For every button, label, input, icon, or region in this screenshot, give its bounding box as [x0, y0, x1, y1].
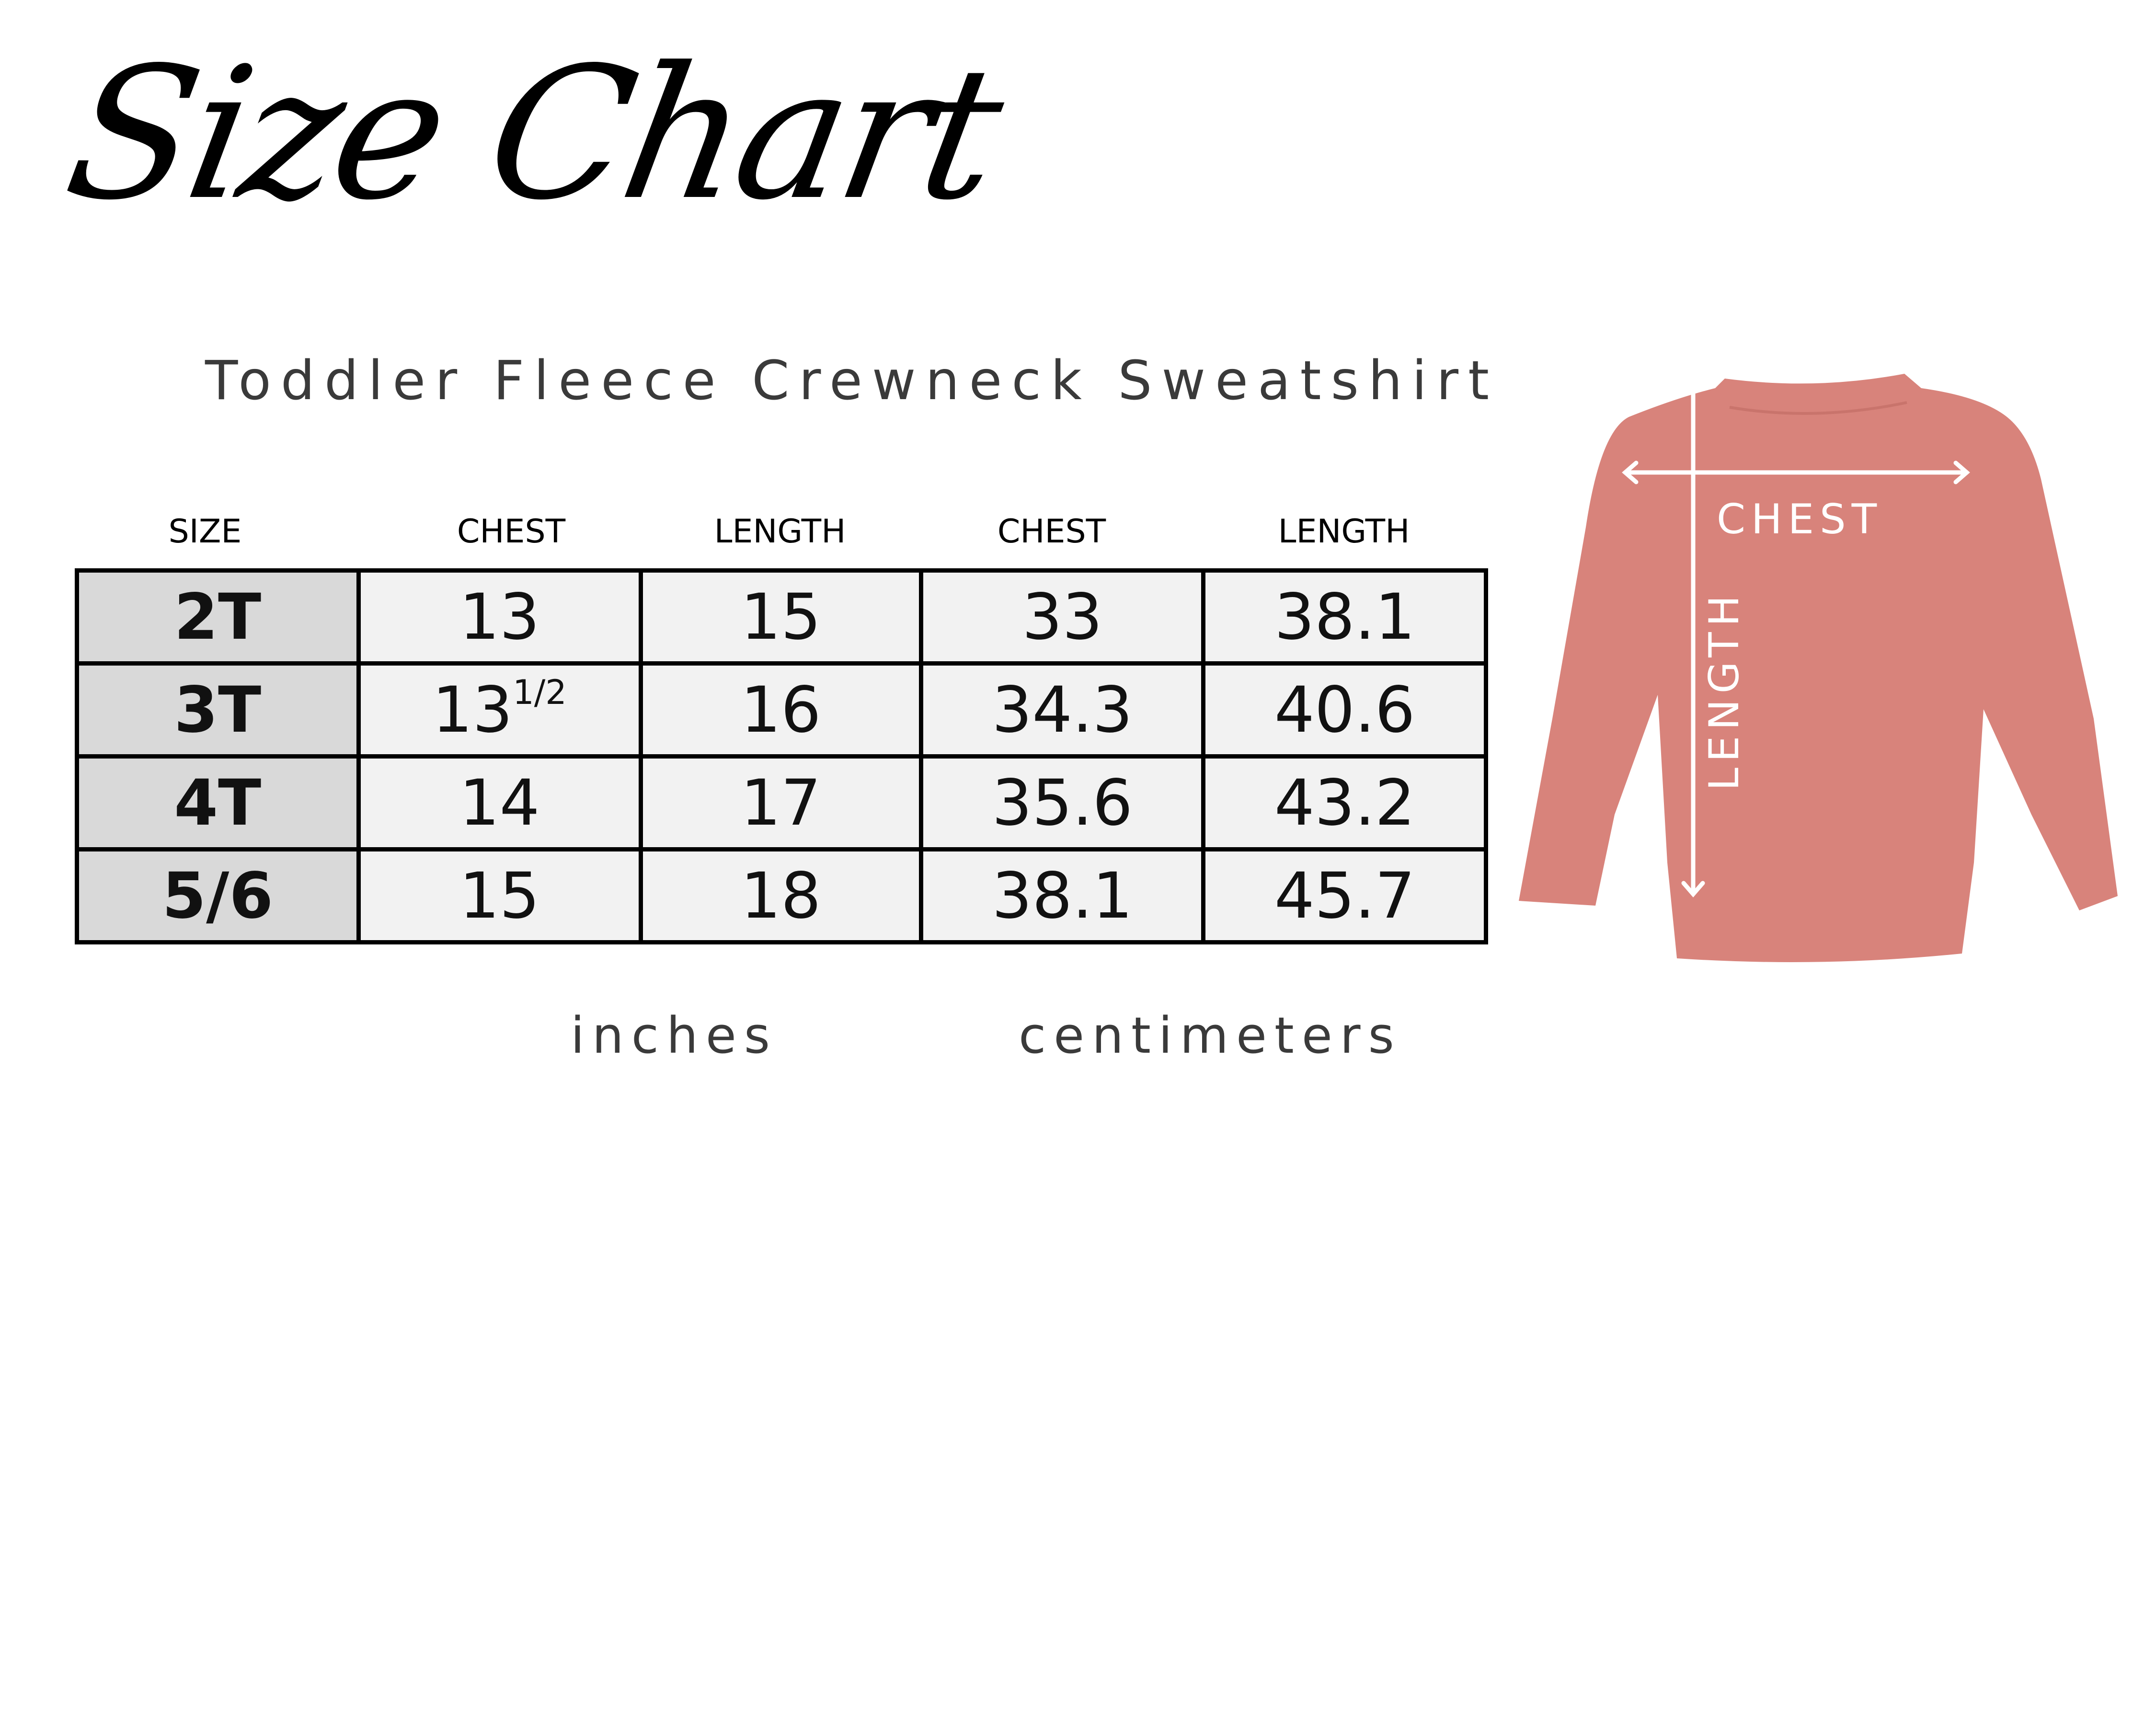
- chest-in-cell-value: 14: [459, 766, 540, 840]
- size-cell: 4T: [75, 754, 361, 851]
- length-in-cell-value: 17: [740, 766, 821, 840]
- table-row: 4T 14 17 35.6 43.2: [75, 754, 1488, 851]
- header-length-cm: LENGTH: [1278, 513, 1410, 551]
- length-in-cell: 17: [638, 754, 924, 851]
- length-in-cell-value: 18: [740, 859, 821, 933]
- chest-in-cell: 15: [356, 847, 643, 944]
- size-cell-value: 2T: [174, 580, 262, 654]
- arrow-left-head: [1622, 460, 1639, 484]
- product-subtitle: Toddler Fleece Crewneck Sweatshirt: [205, 350, 1499, 412]
- length-cm-cell: 40.6: [1201, 661, 1488, 759]
- measure-arrows: [1622, 390, 1970, 897]
- header-chest-in: CHEST: [457, 513, 566, 551]
- centimeters-label: centimeters: [1019, 1006, 1402, 1065]
- length-cm-cell: 45.7: [1201, 847, 1488, 944]
- chest-cm-cell-value: 34.3: [992, 673, 1133, 747]
- length-in-cell: 15: [638, 568, 924, 666]
- length-in-cell-value: 16: [740, 673, 821, 747]
- chest-cm-cell-value: 38.1: [992, 859, 1133, 933]
- header-length-in: LENGTH: [714, 513, 846, 551]
- length-in-cell: 16: [638, 661, 924, 759]
- chest-cm-cell: 33: [918, 568, 1206, 666]
- length-cm-cell-value: 38.1: [1274, 580, 1415, 654]
- fraction: 1/2: [513, 672, 567, 712]
- size-cell: 5/6: [75, 847, 361, 944]
- size-cell-value: 3T: [174, 673, 262, 747]
- size-cell: 2T: [75, 568, 361, 666]
- size-table: 2T 13 15 33 38.1 3T 131/2 16 34.3 40.6 4T 14 17 35.6 4…: [75, 568, 1488, 944]
- chest-in-cell: 14: [356, 754, 643, 851]
- size-cell-value: 4T: [174, 766, 262, 840]
- table-row: 3T 131/2 16 34.3 40.6: [75, 661, 1488, 759]
- inches-label: inches: [571, 1006, 778, 1065]
- chest-cm-cell-value: 33: [1022, 580, 1103, 654]
- chest-cm-cell: 38.1: [918, 847, 1206, 944]
- length-cm-cell-value: 40.6: [1274, 673, 1415, 747]
- length-in-cell-value: 15: [740, 580, 821, 654]
- chest-in-cell: 13: [356, 568, 643, 666]
- sweatshirt-illustration: [1519, 374, 2118, 962]
- table-row: 5/6 15 18 38.1 45.7: [75, 847, 1488, 944]
- arrow-right-head: [1953, 460, 1970, 484]
- length-in-cell: 18: [638, 847, 924, 944]
- length-cm-cell-value: 45.7: [1274, 859, 1415, 933]
- length-label: LENGTH: [1700, 590, 1748, 791]
- header-size: SIZE: [168, 513, 242, 551]
- chest-cm-cell-value: 35.6: [992, 766, 1133, 840]
- chest-in-cell-value: 13: [432, 673, 513, 747]
- header-chest-cm: CHEST: [997, 513, 1106, 551]
- length-cm-cell-value: 43.2: [1274, 766, 1415, 840]
- chest-in-cell-value: 13: [459, 580, 540, 654]
- size-cell: 3T: [75, 661, 361, 759]
- collar-seam: [1729, 401, 1907, 415]
- chest-cm-cell: 35.6: [918, 754, 1206, 851]
- chest-in-cell-value: 15: [459, 859, 540, 933]
- arrow-down-head: [1681, 881, 1705, 897]
- chest-in-cell: 131/2: [356, 661, 643, 759]
- table-row: 2T 13 15 33 38.1: [75, 568, 1488, 666]
- chest-label: CHEST: [1717, 495, 1882, 543]
- length-cm-cell: 43.2: [1201, 754, 1488, 851]
- size-cell-value: 5/6: [162, 859, 274, 933]
- length-cm-cell: 38.1: [1201, 568, 1488, 666]
- chest-cm-cell: 34.3: [918, 661, 1206, 759]
